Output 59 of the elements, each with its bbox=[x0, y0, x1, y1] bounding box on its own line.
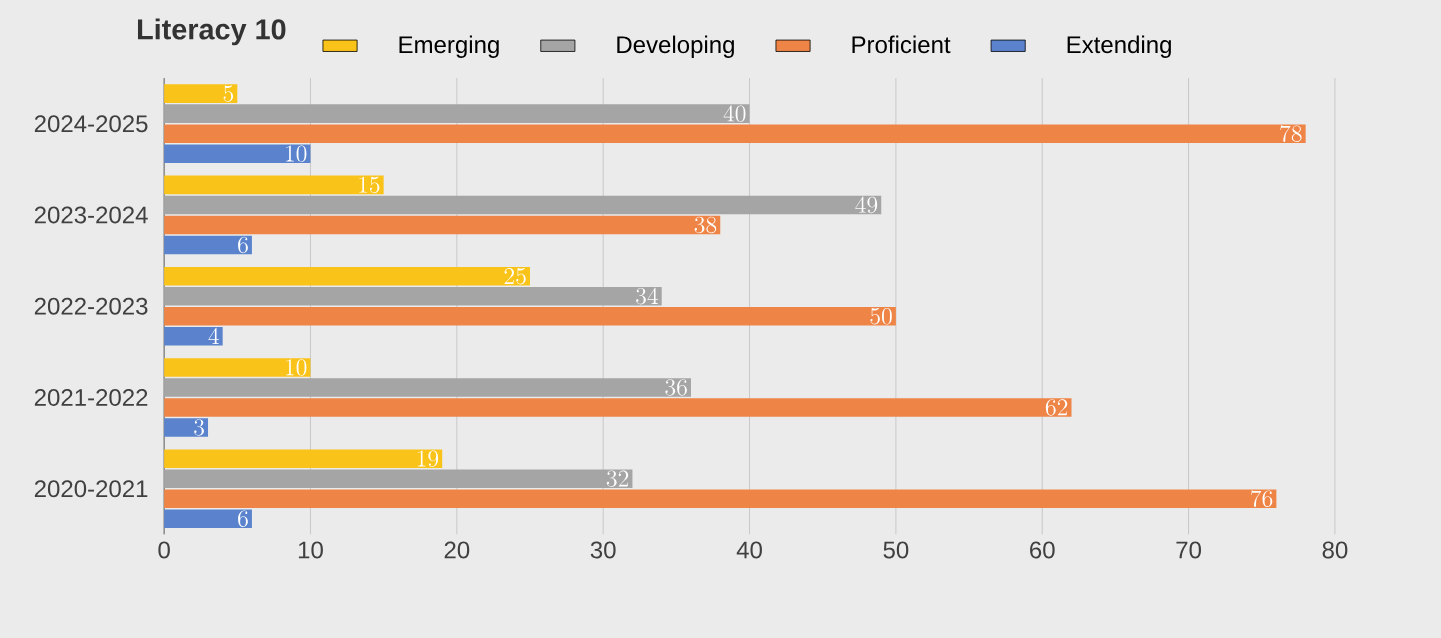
data-label: 38 bbox=[694, 216, 717, 233]
bar bbox=[164, 286, 662, 306]
x-tick-label: 40 bbox=[736, 541, 762, 559]
bar bbox=[164, 469, 633, 488]
bar bbox=[164, 489, 1277, 508]
bar bbox=[164, 326, 223, 346]
y-tick-label: 2022-2023 bbox=[34, 297, 148, 315]
x-tick-label: 80 bbox=[1322, 541, 1348, 559]
data-label: 32 bbox=[606, 470, 629, 487]
data-label: 25 bbox=[504, 267, 526, 285]
bar bbox=[164, 144, 311, 163]
y-tick-label: 2020-2021 bbox=[34, 480, 148, 497]
x-tick-label: 70 bbox=[1176, 541, 1201, 559]
x-tick-label: 0 bbox=[158, 541, 170, 559]
bar bbox=[164, 509, 252, 528]
data-label: 6 bbox=[238, 236, 248, 253]
bar bbox=[164, 357, 311, 377]
data-label: 3 bbox=[194, 419, 204, 436]
bar bbox=[164, 397, 1072, 417]
bar bbox=[164, 235, 252, 255]
bar bbox=[164, 306, 896, 326]
data-label: 62 bbox=[1045, 399, 1068, 416]
bar bbox=[164, 104, 750, 123]
legend-label: Extending bbox=[1067, 35, 1171, 58]
bar bbox=[164, 417, 209, 437]
y-tick-label: 2024-2025 bbox=[34, 114, 148, 132]
data-label: 6 bbox=[238, 510, 248, 527]
x-tick-label: 20 bbox=[444, 541, 470, 559]
x-tick-label: 30 bbox=[590, 541, 616, 559]
y-tick-label: 2021-2022 bbox=[34, 388, 148, 406]
legend-label: Developing bbox=[617, 35, 734, 58]
bar bbox=[164, 449, 443, 468]
data-label: 34 bbox=[636, 287, 658, 305]
data-label: 19 bbox=[417, 450, 439, 467]
data-label: 10 bbox=[286, 359, 307, 376]
data-label: 78 bbox=[1280, 124, 1302, 142]
chart-title: Literacy 10 bbox=[137, 18, 286, 46]
legend-label: Proficient bbox=[852, 35, 951, 53]
bar bbox=[164, 124, 1306, 143]
y-tick-label: 2023-2024 bbox=[34, 206, 148, 224]
bar bbox=[164, 84, 238, 103]
x-tick-label: 10 bbox=[298, 541, 323, 559]
data-label: 49 bbox=[855, 196, 878, 213]
bar bbox=[164, 195, 882, 215]
legend-label: Emerging bbox=[399, 35, 499, 58]
data-label: 40 bbox=[723, 105, 746, 122]
x-tick-label: 60 bbox=[1030, 541, 1055, 559]
data-label: 10 bbox=[286, 145, 307, 162]
data-label: 76 bbox=[1251, 490, 1273, 507]
data-label: 4 bbox=[208, 327, 219, 344]
data-label: 5 bbox=[223, 85, 234, 102]
data-label: 50 bbox=[870, 307, 892, 325]
data-label: 36 bbox=[665, 379, 687, 396]
bar bbox=[164, 377, 691, 397]
x-tick-label: 50 bbox=[883, 541, 909, 559]
bar bbox=[164, 266, 530, 286]
bar bbox=[164, 175, 384, 195]
bar bbox=[164, 215, 721, 235]
data-label: 15 bbox=[359, 176, 380, 193]
